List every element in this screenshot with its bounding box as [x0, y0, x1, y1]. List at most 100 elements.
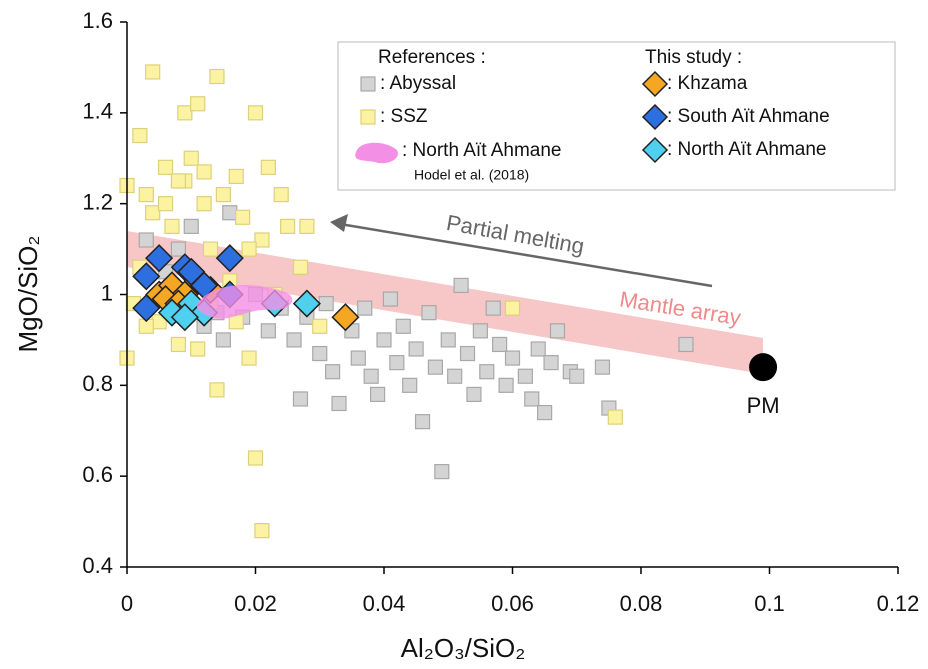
point — [292, 259, 309, 275]
y-axis-title: MgO/SiO₂ — [13, 236, 43, 353]
point — [202, 241, 219, 257]
point — [254, 523, 270, 539]
point — [537, 404, 553, 421]
legend-label: : SSZ — [380, 106, 428, 127]
x-tick-label: 0.1 — [754, 591, 785, 616]
point — [177, 105, 193, 121]
point — [331, 303, 360, 332]
point — [312, 318, 328, 334]
point — [247, 105, 264, 121]
legend-marker — [360, 76, 376, 92]
x-tick-label: 0.12 — [877, 591, 920, 616]
point — [260, 323, 276, 339]
point — [183, 218, 199, 234]
point — [132, 294, 161, 323]
legend-label: : Khzama — [667, 73, 748, 94]
point — [235, 209, 251, 225]
point — [472, 323, 488, 339]
point — [299, 218, 315, 234]
point — [331, 395, 347, 412]
point — [254, 232, 270, 248]
legend-title: References : — [378, 47, 486, 68]
point — [260, 159, 276, 175]
points — [119, 64, 694, 539]
x-tick-label: 0.08 — [620, 591, 663, 616]
point — [145, 64, 161, 80]
point — [402, 377, 418, 393]
point — [369, 386, 386, 403]
point — [485, 300, 501, 316]
point — [312, 345, 328, 362]
legend-label: : North Aït Ahmane — [402, 140, 561, 161]
point — [170, 336, 186, 353]
point — [292, 391, 309, 407]
point — [607, 409, 623, 425]
point — [170, 173, 186, 189]
point — [376, 332, 392, 348]
legend-box — [337, 41, 896, 191]
x-axis-title: Al₂O₃/SiO₂ — [401, 633, 526, 663]
x-tick-label: 0 — [121, 591, 133, 616]
point — [273, 186, 289, 203]
point — [408, 341, 424, 357]
arrow-head — [330, 214, 348, 232]
point — [157, 159, 174, 175]
point — [196, 164, 212, 180]
point — [157, 196, 174, 212]
point — [183, 150, 199, 166]
y-tick-label: 0.4 — [82, 553, 113, 578]
mantle-array-band — [127, 231, 763, 374]
point — [492, 336, 508, 353]
point — [318, 295, 334, 312]
hodel-field — [196, 285, 293, 319]
pm-label: PM — [747, 393, 780, 418]
point — [389, 355, 405, 371]
point — [209, 68, 225, 85]
point — [504, 300, 521, 316]
x-tick-label: 0.06 — [491, 591, 534, 616]
point — [678, 336, 694, 353]
point — [215, 186, 231, 203]
point — [549, 323, 566, 339]
point — [196, 196, 212, 212]
y-tick-label: 1.2 — [82, 189, 113, 214]
point — [421, 305, 437, 321]
legend-marker — [641, 103, 669, 131]
y-tick-label: 1.4 — [82, 99, 113, 124]
point — [363, 368, 379, 384]
point — [543, 355, 559, 371]
point — [190, 341, 206, 357]
point — [145, 244, 174, 273]
point — [453, 277, 469, 294]
point — [241, 350, 257, 366]
point — [350, 350, 366, 366]
point — [228, 168, 244, 185]
point — [247, 450, 264, 466]
point — [498, 377, 514, 393]
legend-label: : North Aït Ahmane — [667, 139, 826, 160]
legend-title: This study : — [645, 47, 742, 68]
legend-note: Hodel et al. (2018) — [414, 167, 529, 183]
point — [357, 300, 373, 316]
point — [286, 332, 302, 348]
y-tick-label: 1.6 — [82, 8, 113, 33]
point — [479, 364, 495, 380]
point — [325, 364, 341, 380]
legend-marker — [360, 109, 376, 125]
melting-arrow — [339, 222, 713, 288]
point — [138, 186, 154, 203]
point — [466, 386, 482, 403]
point — [414, 414, 431, 430]
legend-field-marker — [355, 142, 398, 164]
point — [280, 218, 296, 234]
point — [170, 241, 186, 257]
point — [447, 368, 463, 384]
x-tick-label: 0.04 — [363, 591, 406, 616]
point — [209, 382, 225, 398]
point — [434, 464, 450, 480]
point — [569, 368, 585, 384]
x-tick-label: 0.02 — [234, 591, 277, 616]
legend-label: : South Aït Ahmane — [667, 106, 830, 127]
point — [524, 391, 540, 407]
